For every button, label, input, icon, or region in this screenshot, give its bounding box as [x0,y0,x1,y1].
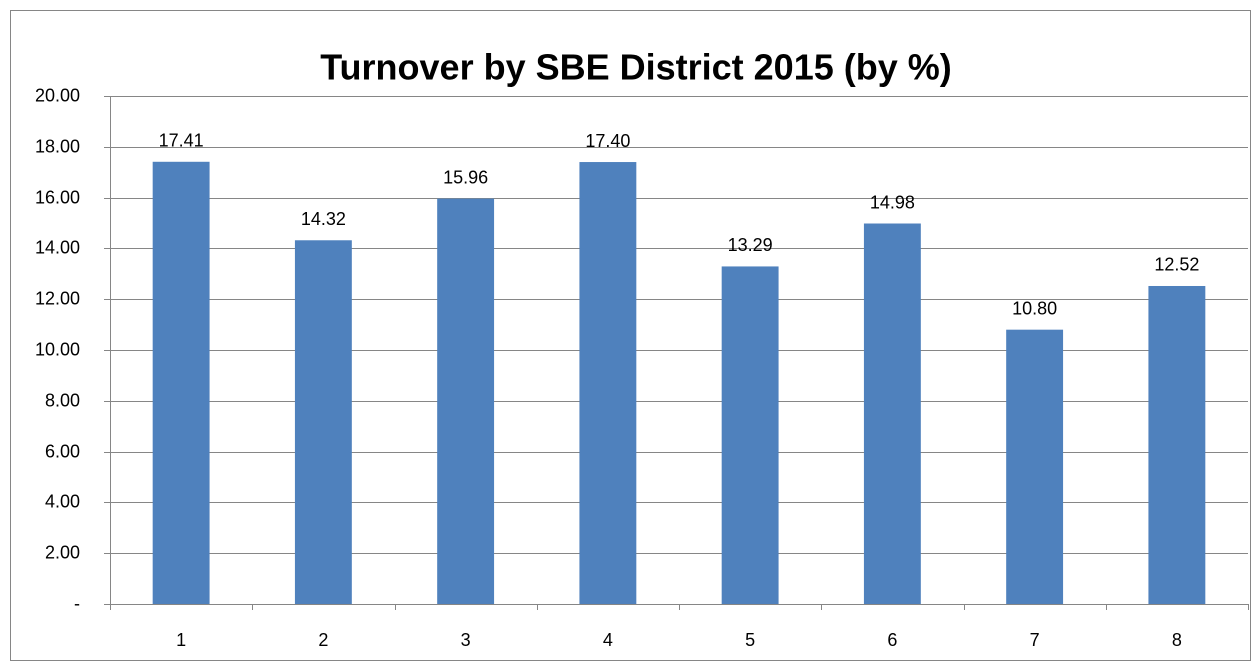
chart-title: Turnover by SBE District 2015 (by %) [320,47,952,88]
y-tick-label: 18.00 [35,136,80,156]
x-tick-label: 6 [887,630,897,650]
x-tick-label: 8 [1172,630,1182,650]
data-label: 17.41 [159,131,204,151]
bar [294,240,352,604]
data-label: 14.98 [870,192,915,212]
x-tick-label: 3 [461,630,471,650]
y-tick-label: 20.00 [35,85,80,105]
y-tick-label: - [74,593,80,613]
data-label: 14.32 [301,209,346,229]
y-tick-label: 16.00 [35,187,80,207]
y-tick-label: 8.00 [45,390,80,410]
bar [721,266,779,604]
y-tick-label: 6.00 [45,441,80,461]
data-label: 13.29 [728,235,773,255]
y-tick-label: 10.00 [35,339,80,359]
data-label: 10.80 [1012,298,1057,318]
bar [579,162,637,605]
data-label: 17.40 [585,131,630,151]
x-tick-label: 2 [318,630,328,650]
y-tick-label: 4.00 [45,491,80,511]
data-label: 15.96 [443,167,488,187]
bar [1148,285,1206,604]
x-tick-label: 4 [603,630,613,650]
x-tick-label: 7 [1030,630,1040,650]
data-label: 12.52 [1154,255,1199,275]
x-tick-label: 1 [176,630,186,650]
y-tick-label: 2.00 [45,542,80,562]
x-tick-label: 5 [745,630,755,650]
bar [1006,329,1064,604]
bar [152,161,210,604]
y-tick-label: 12.00 [35,288,80,308]
bar [863,223,921,604]
y-tick-label: 14.00 [35,237,80,257]
bar [437,198,495,604]
